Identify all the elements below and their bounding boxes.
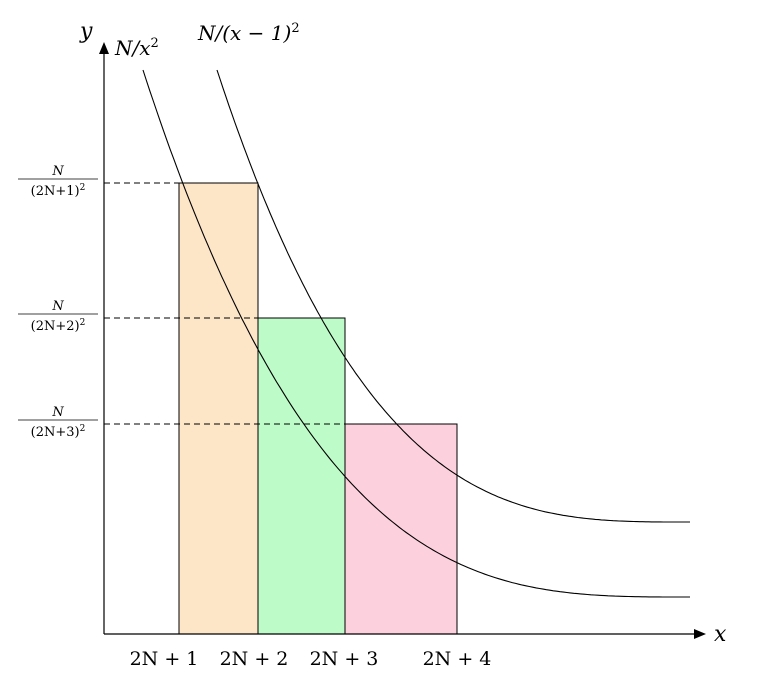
x-axis-label: x bbox=[714, 622, 727, 647]
y-level-1-denominator-exponent: 2 bbox=[80, 183, 86, 193]
x-tick-label-2n-plus-1: 2N + 1 bbox=[130, 648, 199, 670]
curve-label-n-over-x-minus-1-squared: N/(x − 1)2 bbox=[197, 21, 300, 45]
y-level-3-numerator: N bbox=[51, 405, 64, 420]
y-axis-arrowhead bbox=[99, 42, 109, 54]
rectangle-1 bbox=[178, 182, 259, 635]
rectangle-2 bbox=[257, 317, 346, 635]
y-level-2-denominator-base: (2N+2) bbox=[31, 319, 80, 334]
y-level-2-denominator-exponent: 2 bbox=[80, 318, 86, 328]
curve-n-over-x-squared bbox=[142, 69, 690, 598]
x-tick-label-2n-plus-3: 2N + 3 bbox=[310, 648, 379, 670]
y-level-3-denominator: (2N+3)2 bbox=[31, 424, 86, 440]
curve-label-1-base: N/x bbox=[114, 36, 151, 60]
curve-n-over-x-minus-1-squared bbox=[216, 69, 690, 523]
y-level-1-numerator: N bbox=[51, 164, 64, 179]
y-axis-label: y bbox=[79, 19, 93, 44]
y-level-3-denominator-exponent: 2 bbox=[80, 424, 86, 434]
x-tick-label-2n-plus-2: 2N + 2 bbox=[220, 648, 289, 670]
curve-label-1-exponent: 2 bbox=[151, 36, 159, 51]
curve-label-2-base: N/(x − 1) bbox=[197, 21, 291, 45]
x-tick-label-2n-plus-4: 2N + 4 bbox=[423, 648, 492, 670]
y-level-2-numerator: N bbox=[51, 299, 64, 314]
curve-label-2-exponent: 2 bbox=[291, 21, 299, 36]
y-level-label-3: N (2N+3)2 bbox=[18, 405, 98, 440]
y-level-2-denominator: (2N+2)2 bbox=[31, 318, 86, 334]
y-level-3-denominator-base: (2N+3) bbox=[31, 425, 80, 440]
y-level-label-2: N (2N+2)2 bbox=[18, 299, 98, 334]
x-axis-arrowhead bbox=[694, 629, 706, 639]
y-level-1-denominator: (2N+1)2 bbox=[31, 183, 86, 199]
curve-label-n-over-x-squared: N/x2 bbox=[114, 36, 159, 60]
y-level-1-denominator-base: (2N+1) bbox=[31, 184, 80, 199]
y-level-label-1: N (2N+1)2 bbox=[18, 164, 98, 199]
